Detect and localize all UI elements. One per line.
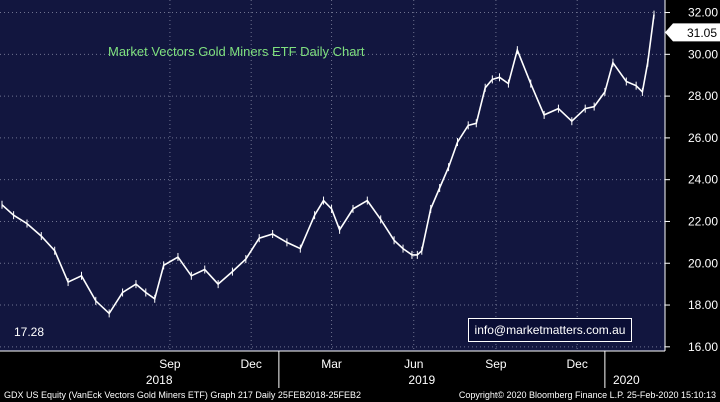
footer-security-info: GDX US Equity (VanEck Vectors Gold Miner… xyxy=(4,390,361,400)
y-tick-label: 20.00 xyxy=(688,256,718,270)
y-tick-label: 30.00 xyxy=(688,47,718,61)
y-tick-label: 18.00 xyxy=(688,298,718,312)
y-tick-label: 28.00 xyxy=(688,89,718,103)
y-tick-label: 16.00 xyxy=(688,340,718,354)
x-month-label: Dec xyxy=(567,357,588,371)
last-price-flag xyxy=(665,23,720,42)
x-year-label: 2018 xyxy=(146,373,173,387)
x-month-label: Jun xyxy=(404,357,423,371)
x-month-label: Sep xyxy=(159,357,181,371)
x-month-label: Sep xyxy=(485,357,507,371)
y-tick-label: 24.00 xyxy=(688,173,718,187)
footer-copyright: Copyright© 2020 Bloomberg Finance L.P. 2… xyxy=(458,390,716,400)
y-tick-label: 32.00 xyxy=(688,6,718,20)
price-series-line xyxy=(1,14,655,315)
plot-area xyxy=(0,0,665,351)
x-month-label: Mar xyxy=(321,357,342,371)
y-tick-label: 26.00 xyxy=(688,131,718,145)
chart-title: Market Vectors Gold Miners ETF Daily Cha… xyxy=(108,44,365,59)
x-year-label: 2020 xyxy=(613,373,640,387)
watermark-email: info@marketmatters.com.au xyxy=(468,318,632,342)
y-tick-label: 22.00 xyxy=(688,214,718,228)
x-month-label: Dec xyxy=(241,357,262,371)
last-price-label: 31.05 xyxy=(687,26,717,40)
x-year-label: 2019 xyxy=(408,373,435,387)
low-annotation: 17.28 xyxy=(14,325,45,339)
